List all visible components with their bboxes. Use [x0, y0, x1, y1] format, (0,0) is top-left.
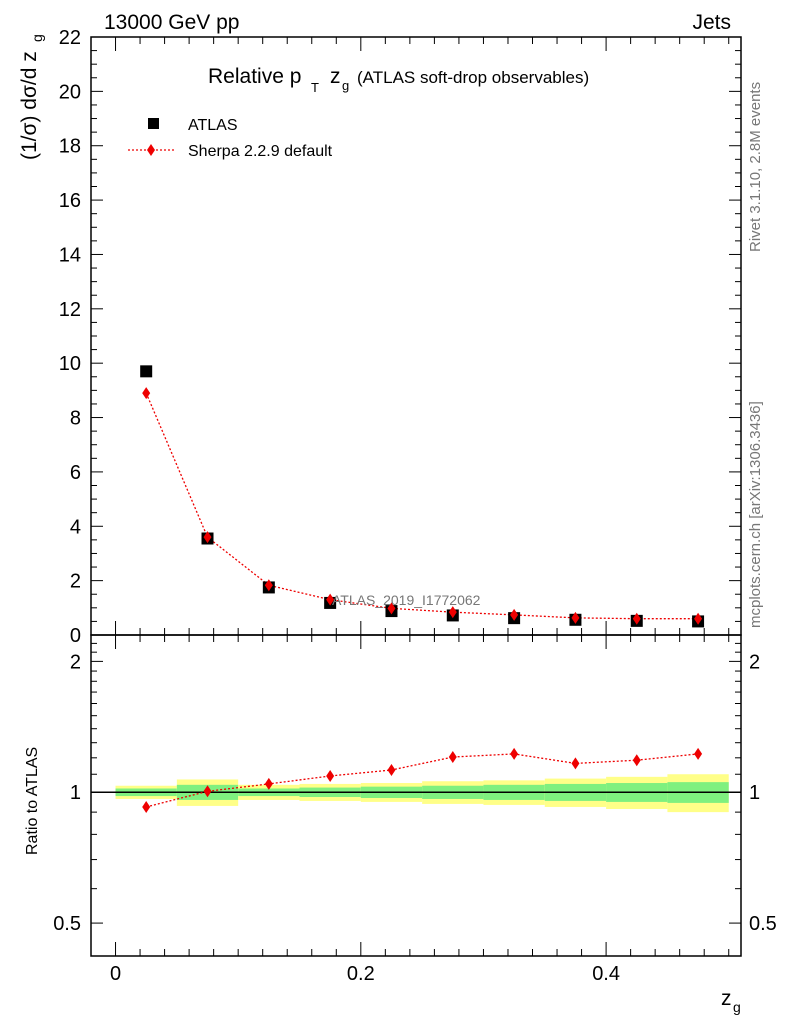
analysis-watermark: ATLAS_2019_I1772062 [332, 592, 481, 608]
main-ytick-label: 8 [70, 408, 81, 430]
main-ytick-label: 12 [59, 299, 81, 321]
legend: ATLAS Sherpa 2.2.9 default [128, 117, 333, 160]
sherpa-ratio-point [448, 751, 457, 764]
legend-atlas-marker [148, 118, 159, 129]
ratio-panel-frame [90, 634, 742, 957]
sherpa-ratio-point [694, 747, 703, 760]
sherpa-main-point [264, 579, 273, 592]
ratio-ytick-label-right: 0.5 [749, 913, 777, 935]
sherpa-main-line [145, 392, 699, 620]
sherpa-main-point [142, 387, 151, 400]
main-ylabel-sub: g [29, 34, 45, 42]
sherpa-ratio-point [571, 757, 580, 770]
title-z: z [330, 65, 341, 88]
ratio-ytick-label: 2 [70, 651, 81, 673]
title-note: (ATLAS soft-drop observables) [357, 68, 589, 87]
sherpa-main-point [694, 612, 703, 625]
mcplots-label: mcplots.cern.ch [arXiv:1306.3436] [747, 401, 764, 628]
main-ytick-label: 4 [70, 516, 81, 538]
xlabel-sub: g [733, 999, 741, 1015]
sherpa-ratio-point [264, 777, 273, 790]
title-main: Relative p [208, 65, 301, 88]
main-ytick-label: 20 [59, 81, 81, 103]
sherpa-main-point [326, 593, 335, 606]
main-ytick-label: 10 [59, 353, 81, 375]
ratio-y-axis-label: Ratio to ATLAS [24, 747, 41, 855]
title-sub-t: T [311, 80, 319, 95]
main-ylabel-text: (1/σ) dσ/d z [18, 51, 41, 160]
sherpa-ratio-line [146, 753, 699, 808]
xlabel-text: z [721, 987, 732, 1010]
main-ytick-label: 14 [59, 244, 81, 266]
main-y-axis-label: (1/σ) dσ/d z g [18, 34, 45, 160]
title-sub-g: g [342, 78, 349, 93]
xtick-label: 0.2 [347, 963, 375, 985]
sherpa-main-point [632, 612, 641, 625]
legend-sherpa-marker [147, 144, 155, 156]
sherpa-ratio-point [632, 754, 641, 767]
sherpa-ratio-point [326, 769, 335, 782]
header-left: 13000 GeV pp [104, 11, 239, 34]
ratio-ytick-label: 1 [70, 782, 81, 804]
ratio-ytick-label-right: 2 [749, 651, 760, 673]
ratio-ytick-label-right: 1 [749, 782, 760, 804]
main-ytick-label: 0 [70, 625, 81, 647]
main-ytick-label: 16 [59, 190, 81, 212]
legend-atlas-label: ATLAS [188, 117, 238, 134]
sherpa-main-point [448, 606, 457, 619]
x-axis-label: z g [721, 987, 741, 1015]
plot-title: Relative p T z g (ATLAS soft-drop observ… [208, 65, 589, 95]
main-ytick-label: 6 [70, 462, 81, 484]
data-marks [140, 365, 705, 813]
sherpa-ratio-point [387, 764, 396, 777]
sherpa-ratio-point [510, 747, 519, 760]
xtick-label: 0 [110, 963, 121, 985]
main-ytick-label: 2 [70, 571, 81, 593]
main-ytick-label: 22 [59, 27, 81, 49]
sherpa-main-point [510, 608, 519, 621]
sherpa-main-point [571, 611, 580, 624]
main-ytick-label: 18 [59, 136, 81, 158]
header-right: Jets [692, 11, 731, 34]
rivet-version-label: Rivet 3.1.10, 2.8M events [747, 82, 764, 252]
atlas-data-point [140, 365, 153, 378]
legend-sherpa-label: Sherpa 2.2.9 default [188, 143, 333, 160]
ratio-ytick-label: 0.5 [53, 913, 81, 935]
sherpa-main-point [203, 531, 212, 544]
sherpa-ratio-point [203, 785, 212, 798]
sherpa-main-point [387, 602, 396, 615]
xtick-label: 0.4 [592, 963, 620, 985]
sherpa-ratio-point [142, 800, 151, 813]
